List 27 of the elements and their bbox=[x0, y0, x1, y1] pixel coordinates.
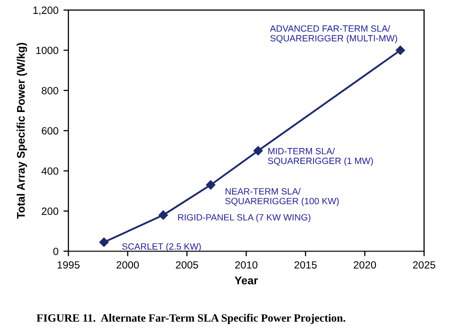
x-tick-label: 1995 bbox=[58, 261, 80, 269]
y-tick-label: 200 bbox=[42, 208, 58, 215]
point bbox=[158, 210, 168, 220]
point bbox=[99, 238, 109, 247]
x-tick-label: 2005 bbox=[176, 261, 198, 269]
annotation: ADVANCED FAR-TERM SLA/ SQUARERIGGER (MULTI-MW) bbox=[270, 25, 398, 44]
annotation: RIGID-PANEL SLA (7 KW WING) bbox=[178, 214, 310, 222]
y-tick-label: 0 bbox=[53, 248, 58, 256]
x-tick-label: 2010 bbox=[235, 261, 258, 269]
annotation: NEAR-TERM SLA/ SQUARERIGGER (100 KW) bbox=[225, 188, 339, 206]
x-tick-label: 2020 bbox=[354, 261, 376, 269]
y-tick-label: 1,200 bbox=[33, 6, 58, 16]
annotation: MID-TERM SLA/ SQUARERIGGER (1 MW) bbox=[268, 148, 373, 166]
annotation: SCARLET (2.5 KW) bbox=[122, 243, 201, 252]
point bbox=[253, 146, 263, 156]
y-tick-label: 400 bbox=[42, 167, 58, 175]
y-axis-title: Total Array Specific Power (W/kg) bbox=[16, 42, 28, 219]
caption: FIGURE 11. Alternate Far-Term SLA Specific Power Projection. bbox=[36, 314, 346, 324]
x-tick-label: 2000 bbox=[116, 261, 139, 269]
y-tick-label: 1000 bbox=[36, 46, 58, 54]
y-tick-label: 600 bbox=[42, 127, 58, 135]
point bbox=[206, 180, 216, 190]
point bbox=[396, 46, 405, 55]
x-tick-label: 2015 bbox=[294, 261, 317, 269]
x-axis-title: Year bbox=[234, 276, 258, 284]
x-tick-label: 2025 bbox=[413, 261, 436, 269]
y-tick-label: 800 bbox=[42, 86, 58, 94]
